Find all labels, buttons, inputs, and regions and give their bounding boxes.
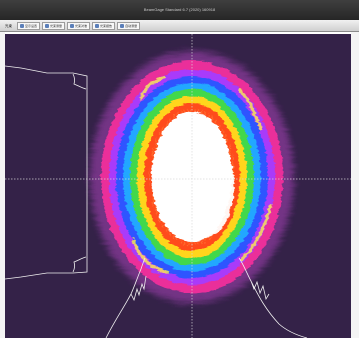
- left-border: [0, 32, 5, 338]
- profile-upper-step: [72, 73, 87, 90]
- beam-core-highlight: [151, 130, 235, 240]
- toolbar-button-beam[interactable]: 光束: [2, 22, 15, 30]
- toolbar-button-beam-measurement-label: 光束测量: [50, 23, 63, 28]
- crosshair: [5, 34, 351, 338]
- bottom-profile-trace: [105, 257, 308, 338]
- vertical-profile-outline: [5, 65, 88, 280]
- toolbar-button-beam-label: 光束: [5, 23, 12, 28]
- window-title: BeamGage Standard 6.7 (2020) 160918: [0, 0, 359, 20]
- left-profile-trace: [5, 65, 88, 280]
- toolbar-button-display-settings-label: 显示设置: [25, 23, 38, 28]
- align-icon: [70, 23, 75, 28]
- beam-image-canvas: [5, 34, 351, 338]
- toolbar-button-beam-alignment[interactable]: 光束对准: [67, 21, 91, 30]
- toolbar-button-beam-report-label: 光束报告: [100, 23, 113, 28]
- report-icon: [95, 23, 100, 28]
- toolbar-button-beam-alignment-label: 光束对准: [75, 23, 88, 28]
- profile-lower-step: [72, 256, 87, 273]
- toolbar-button-beam-measurement[interactable]: 光束测量: [42, 21, 66, 30]
- beam-edge-fringes: [131, 75, 273, 275]
- beam-spot: [90, 51, 294, 303]
- measure-icon: [45, 23, 50, 28]
- bottom-profile-left-rise: [105, 257, 147, 338]
- auto-icon: [120, 23, 125, 28]
- right-border: [351, 32, 359, 338]
- toolbar-button-auto-measure[interactable]: 自动测量: [117, 21, 141, 30]
- bottom-profile-right-fall: [238, 257, 308, 338]
- toolbar-button-display-settings[interactable]: 显示设置: [17, 21, 41, 30]
- beam-image-viewport[interactable]: [5, 34, 351, 338]
- main-toolbar: 光束 显示设置 光束测量 光束对准 光束报告 自动测量: [0, 20, 359, 32]
- toolbar-button-beam-report[interactable]: 光束报告: [92, 21, 116, 30]
- settings-icon: [20, 23, 24, 28]
- toolbar-button-auto-measure-label: 自动测量: [125, 23, 138, 28]
